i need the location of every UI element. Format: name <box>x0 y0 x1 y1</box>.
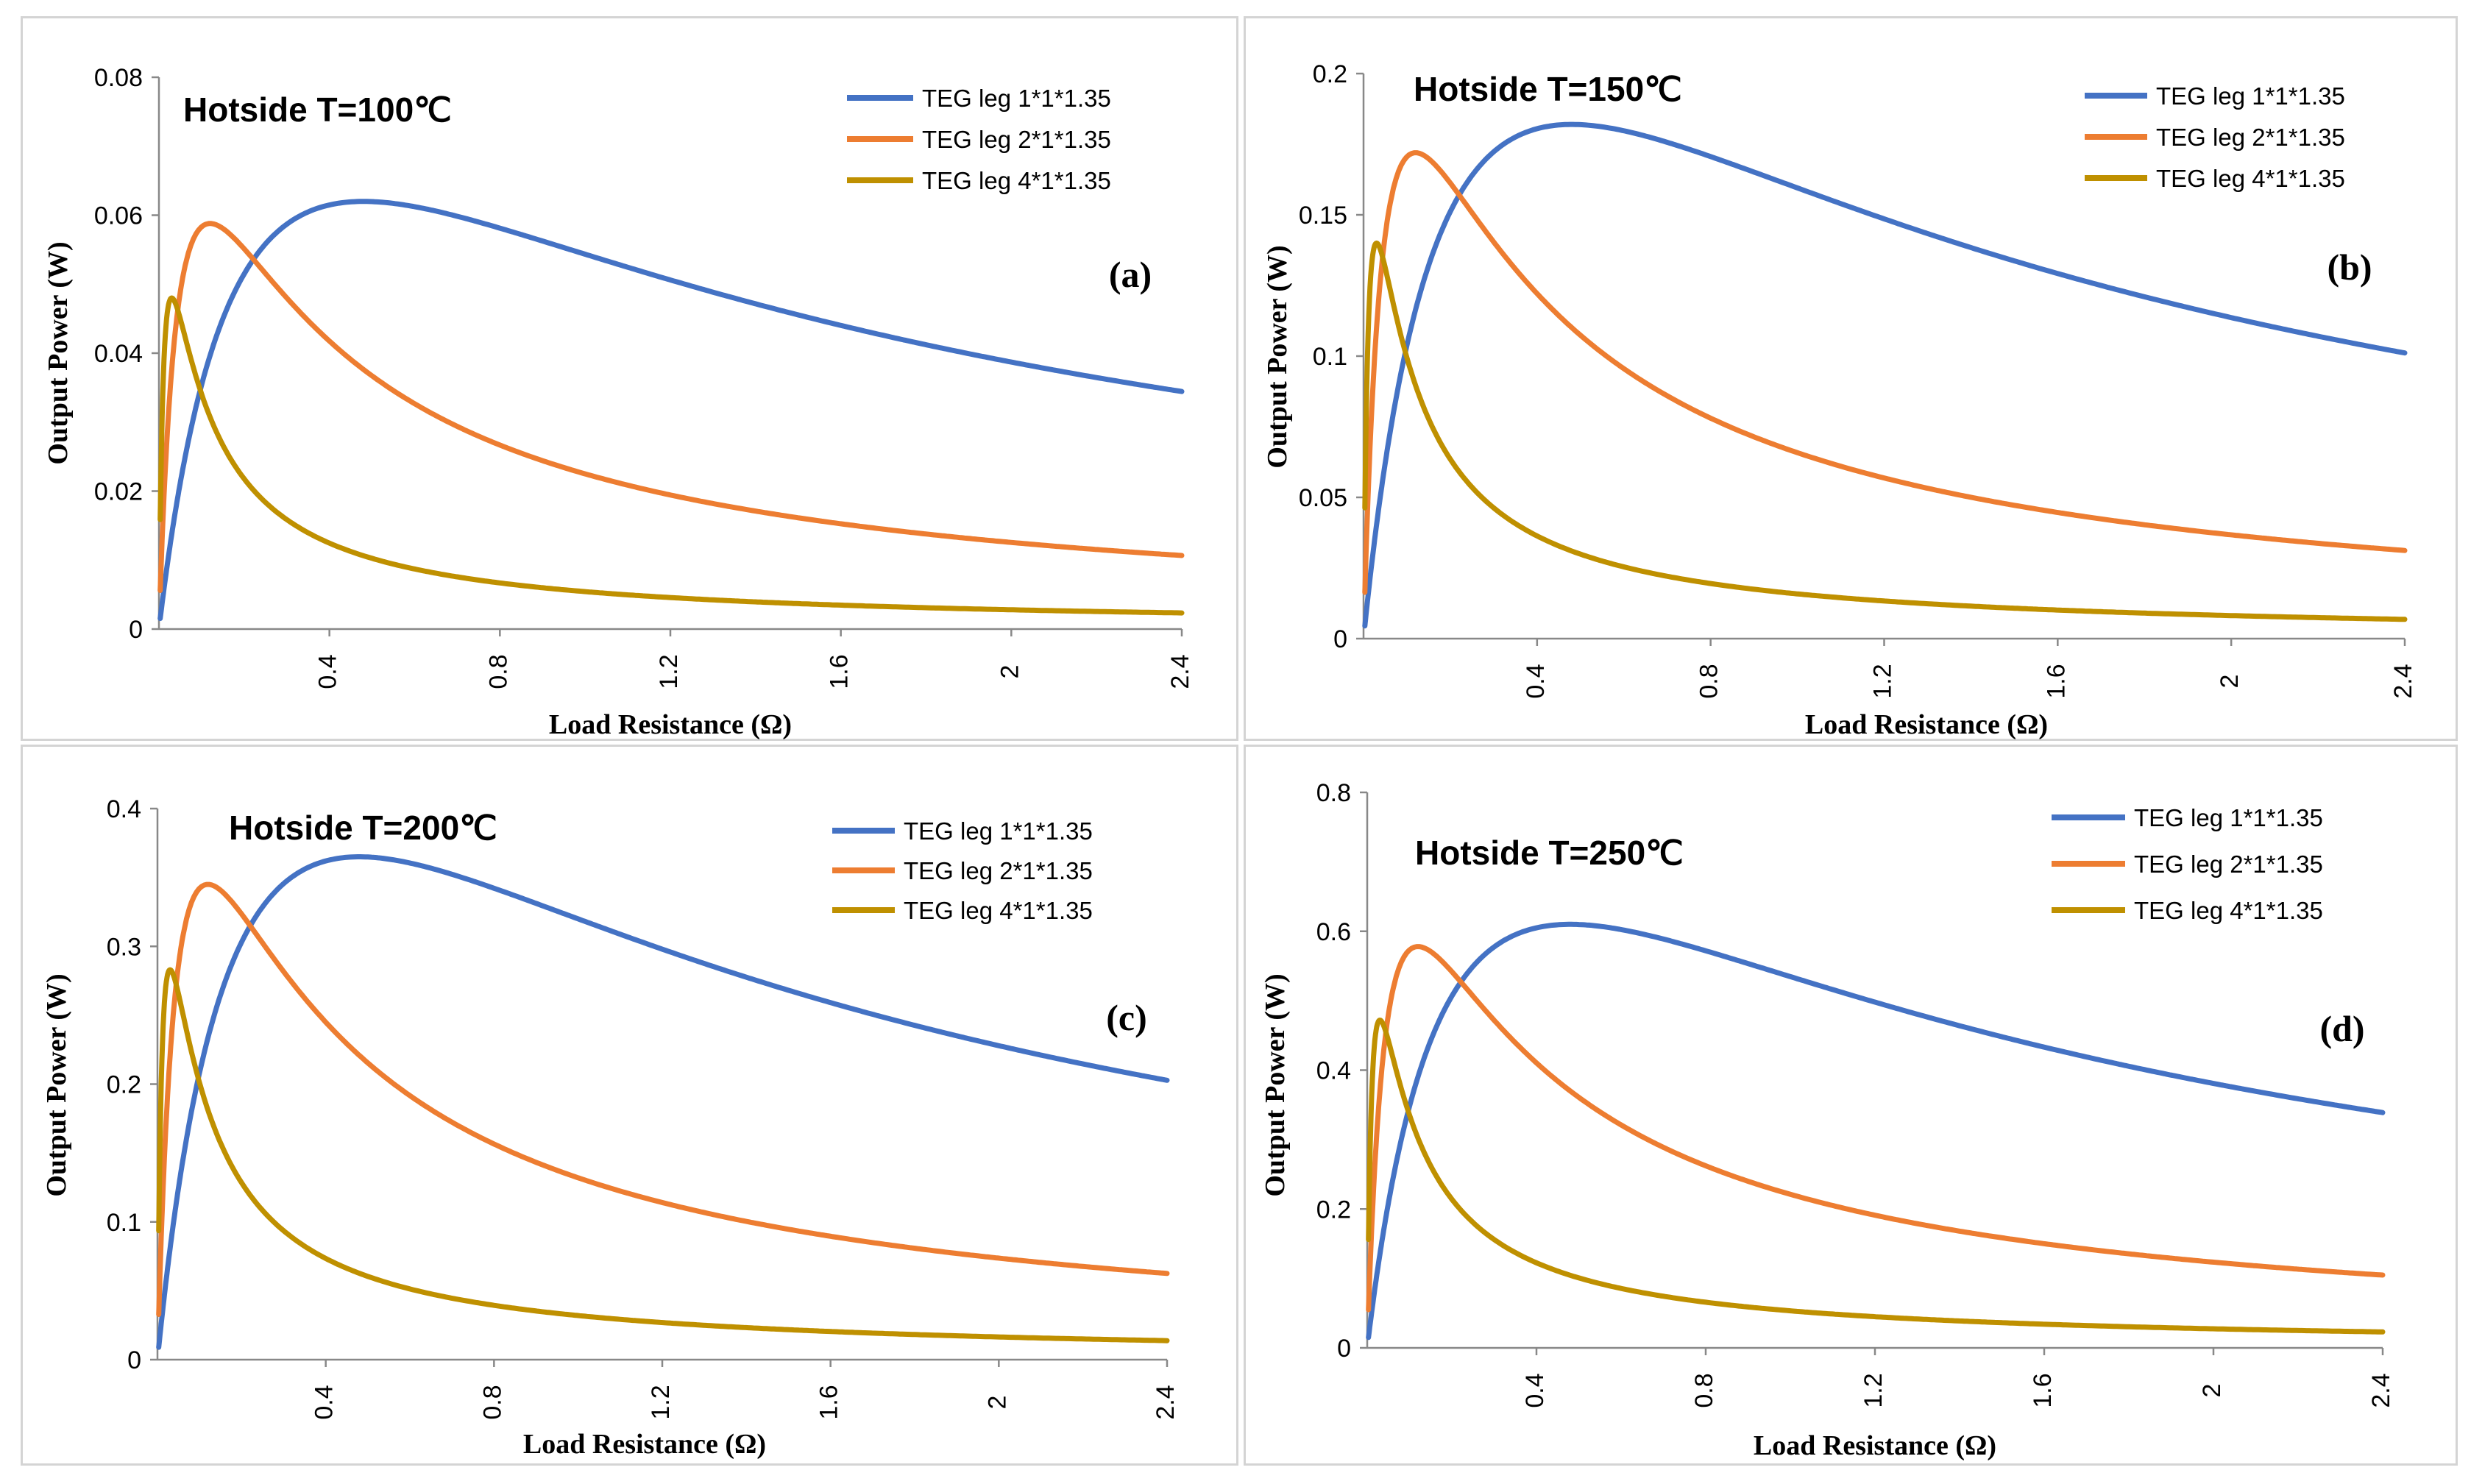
panel-label: (a) <box>1109 254 1152 295</box>
legend-label-1: TEG leg 1*1*1.35 <box>2134 804 2323 831</box>
series-line-3 <box>157 295 1185 616</box>
x-tick-label: 0.8 <box>1695 664 1723 698</box>
x-tick-label: 2 <box>996 665 1024 679</box>
x-tick-label: 0.8 <box>478 1385 506 1419</box>
chart-title: Hotside T=100℃ <box>183 90 452 129</box>
y-axis-title: Output Power (W) <box>1260 973 1291 1196</box>
x-axis-title: Load Resistance (Ω) <box>523 1429 766 1460</box>
chart-panel-c: 0 0.1 0.2 0.3 0.4 0.4 0.8 1.2 1.6 2 2.4 Load Resist… <box>21 745 1238 1466</box>
y-tick-label: 0.06 <box>94 202 143 230</box>
series-line-2 <box>1366 944 2386 1313</box>
legend-label-2: TEG leg 2*1*1.35 <box>904 857 1093 884</box>
y-tick-label: 0.1 <box>1313 343 1347 371</box>
y-tick-label: 0.1 <box>107 1209 141 1237</box>
chart-title: Hotside T=200℃ <box>229 809 497 847</box>
x-tick-label: 0.4 <box>1522 664 1550 698</box>
x-tick-label: 1.2 <box>1868 664 1896 698</box>
y-axis-title: Output Power (W) <box>1262 245 1293 468</box>
y-tick-label: 0 <box>1333 625 1347 653</box>
x-tick-label: 2.4 <box>2367 1373 2395 1407</box>
chart-c-svg: 0 0.1 0.2 0.3 0.4 0.4 0.8 1.2 1.6 2 2.4 Load Resist… <box>41 795 1180 1460</box>
legend-label-1: TEG leg 1*1*1.35 <box>922 85 1111 112</box>
series-line-3 <box>1366 1018 2386 1335</box>
y-tick-label: 0.02 <box>94 478 143 506</box>
chart-panel-a: 0 0.02 0.04 0.06 0.08 0.4 0.8 1.2 1.6 2 2.4 Load Re… <box>21 16 1238 741</box>
y-axis-title: Output Power (W) <box>41 973 72 1196</box>
y-tick-label: 0.05 <box>1299 484 1347 512</box>
series-line-1 <box>1362 121 2408 629</box>
legend-label-2: TEG leg 2*1*1.35 <box>2134 851 2323 878</box>
legend-label-3: TEG leg 4*1*1.35 <box>922 167 1111 194</box>
y-tick-label: 0 <box>127 1346 141 1374</box>
y-tick-label: 0.2 <box>1313 60 1347 88</box>
legend-label-2: TEG leg 2*1*1.35 <box>2156 124 2345 151</box>
series-line-2 <box>1362 150 2408 595</box>
panel-label: (b) <box>2327 246 2372 288</box>
x-tick-label: 0.4 <box>314 654 342 689</box>
legend-label-1: TEG leg 1*1*1.35 <box>2156 82 2345 110</box>
x-tick-label: 2.4 <box>2389 664 2417 698</box>
y-tick-label: 0 <box>129 616 143 644</box>
y-tick-label: 0.15 <box>1299 202 1347 230</box>
legend-label-1: TEG leg 1*1*1.35 <box>904 817 1093 845</box>
y-tick-label: 0.4 <box>1316 1057 1351 1085</box>
x-tick-label: 1.2 <box>1860 1373 1887 1407</box>
x-tick-label: 1.6 <box>2042 664 2070 698</box>
y-tick-label: 0 <box>1337 1335 1351 1363</box>
x-tick-label: 1.2 <box>647 1385 675 1419</box>
chart-title: Hotside T=250℃ <box>1415 834 1684 872</box>
x-tick-label: 0.8 <box>1690 1373 1718 1407</box>
chart-panel-d: 0 0.2 0.4 0.6 0.8 0.4 0.8 1.2 1.6 2 2.4 Load Resist… <box>1244 745 2458 1466</box>
chart-panel-b: 0 0.05 0.1 0.15 0.2 0.4 0.8 1.2 1.6 2 2.4 Load Resi… <box>1244 16 2458 741</box>
chart-a-svg: 0 0.02 0.04 0.06 0.08 0.4 0.8 1.2 1.6 2 2.4 Load Re… <box>43 64 1194 740</box>
x-tick-label: 2.4 <box>1166 654 1194 689</box>
y-tick-label: 0.2 <box>1316 1196 1351 1224</box>
x-tick-label: 1.2 <box>655 654 683 689</box>
x-axis-title: Load Resistance (Ω) <box>549 709 792 740</box>
x-tick-label: 1.6 <box>2029 1373 2057 1407</box>
chart-b-svg: 0 0.05 0.1 0.15 0.2 0.4 0.8 1.2 1.6 2 2.4 Load Resi… <box>1262 60 2417 740</box>
series-line-2 <box>156 881 1170 1317</box>
chart-title: Hotside T=150℃ <box>1414 70 1682 108</box>
y-tick-label: 0.8 <box>1316 779 1351 807</box>
x-tick-label: 2 <box>983 1396 1011 1410</box>
x-tick-label: 1.6 <box>826 654 854 689</box>
legend-label-3: TEG leg 4*1*1.35 <box>904 897 1093 924</box>
panel-label: (c) <box>1106 997 1147 1038</box>
series-line-3 <box>1362 240 2408 622</box>
x-tick-label: 0.8 <box>484 654 512 689</box>
series-line-2 <box>157 221 1185 593</box>
x-tick-label: 2 <box>2216 675 2244 689</box>
x-tick-label: 2.4 <box>1152 1385 1180 1419</box>
x-tick-label: 2 <box>2198 1384 2226 1398</box>
y-tick-label: 0.3 <box>107 933 141 961</box>
x-tick-label: 1.6 <box>815 1385 843 1419</box>
legend-label-2: TEG leg 2*1*1.35 <box>922 126 1111 153</box>
x-axis-title: Load Resistance (Ω) <box>1805 709 2048 740</box>
x-axis-title: Load Resistance (Ω) <box>1754 1430 1996 1461</box>
y-axis-title: Output Power (W) <box>43 241 74 464</box>
y-tick-label: 0.04 <box>94 340 143 368</box>
x-tick-label: 0.4 <box>1521 1373 1549 1407</box>
series-line-3 <box>156 967 1170 1343</box>
y-tick-label: 0.08 <box>94 64 143 92</box>
series-line-1 <box>157 199 1185 622</box>
y-tick-label: 0.4 <box>107 795 141 823</box>
series-line-1 <box>1366 921 2386 1341</box>
series-line-1 <box>156 854 1170 1350</box>
x-tick-label: 0.4 <box>311 1385 338 1419</box>
legend-label-3: TEG leg 4*1*1.35 <box>2156 165 2345 192</box>
chart-d-svg: 0 0.2 0.4 0.6 0.8 0.4 0.8 1.2 1.6 2 2.4 Load Resist… <box>1260 779 2395 1461</box>
panel-label: (d) <box>2319 1008 2364 1049</box>
y-tick-label: 0.6 <box>1316 918 1351 946</box>
legend-label-3: TEG leg 4*1*1.35 <box>2134 897 2323 924</box>
y-tick-label: 0.2 <box>107 1071 141 1099</box>
